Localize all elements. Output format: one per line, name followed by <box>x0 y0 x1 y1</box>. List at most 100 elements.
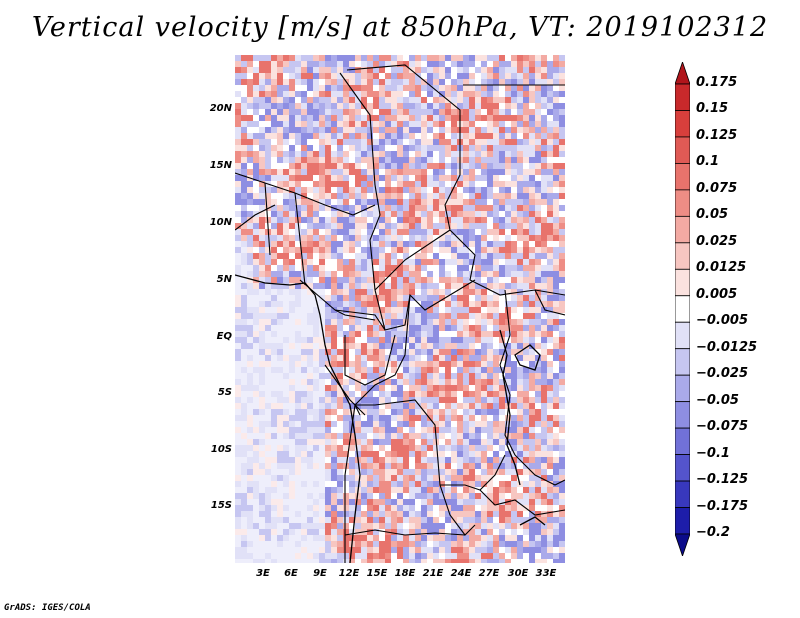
field-cell <box>439 61 445 67</box>
field-cell <box>253 499 259 505</box>
field-cell <box>475 115 481 121</box>
field-cell <box>523 163 529 169</box>
field-cell <box>379 421 385 427</box>
field-cell <box>493 343 499 349</box>
field-cell <box>265 379 271 385</box>
field-cell <box>367 97 373 103</box>
field-cell <box>409 343 415 349</box>
field-cell <box>313 337 319 343</box>
field-cell <box>283 139 289 145</box>
field-cell <box>355 481 361 487</box>
field-cell <box>361 319 367 325</box>
field-cell <box>343 493 349 499</box>
field-cell <box>481 397 487 403</box>
field-cell <box>391 427 397 433</box>
field-cell <box>403 271 409 277</box>
field-cell <box>415 481 421 487</box>
field-cell <box>517 277 523 283</box>
field-cell <box>241 283 247 289</box>
field-cell <box>415 277 421 283</box>
field-cell <box>277 133 283 139</box>
field-cell <box>379 463 385 469</box>
field-cell <box>427 397 433 403</box>
field-cell <box>367 469 373 475</box>
field-cell <box>469 145 475 151</box>
field-cell <box>475 331 481 337</box>
field-cell <box>385 253 391 259</box>
field-cell <box>379 241 385 247</box>
field-cell <box>319 271 325 277</box>
field-cell <box>259 223 265 229</box>
field-cell <box>355 289 361 295</box>
field-cell <box>331 181 337 187</box>
field-cell <box>553 217 559 223</box>
field-cell <box>235 439 241 445</box>
field-cell <box>523 61 529 67</box>
field-cell <box>367 343 373 349</box>
field-cell <box>265 367 271 373</box>
field-cell <box>541 235 547 241</box>
field-cell <box>385 271 391 277</box>
field-cell <box>475 325 481 331</box>
field-cell <box>277 127 283 133</box>
field-cell <box>457 241 463 247</box>
field-cell <box>463 103 469 109</box>
field-cell <box>541 295 547 301</box>
field-cell <box>361 403 367 409</box>
field-cell <box>529 433 535 439</box>
field-cell <box>499 379 505 385</box>
field-cell <box>481 355 487 361</box>
field-cell <box>355 253 361 259</box>
field-cell <box>343 235 349 241</box>
field-cell <box>529 379 535 385</box>
field-cell <box>379 79 385 85</box>
field-cell <box>529 325 535 331</box>
field-cell <box>559 541 565 547</box>
field-cell <box>301 259 307 265</box>
field-cell <box>337 139 343 145</box>
field-cell <box>235 229 241 235</box>
field-cell <box>535 535 541 541</box>
field-cell <box>541 331 547 337</box>
field-cell <box>253 343 259 349</box>
colorbar-segment <box>675 401 690 429</box>
field-cell <box>547 55 553 61</box>
field-cell <box>277 463 283 469</box>
field-cell <box>535 433 541 439</box>
field-cell <box>535 343 541 349</box>
field-cell <box>259 367 265 373</box>
field-cell <box>247 289 253 295</box>
field-cell <box>481 367 487 373</box>
field-cell <box>283 85 289 91</box>
field-cell <box>415 55 421 61</box>
field-cell <box>451 121 457 127</box>
field-cell <box>529 547 535 553</box>
field-cell <box>253 205 259 211</box>
field-cell <box>433 241 439 247</box>
map-panel[interactable] <box>235 55 565 563</box>
field-cell <box>313 139 319 145</box>
field-cell <box>253 265 259 271</box>
field-cell <box>319 337 325 343</box>
field-cell <box>301 301 307 307</box>
field-cell <box>319 553 325 559</box>
field-cell <box>433 355 439 361</box>
field-cell <box>241 457 247 463</box>
field-cell <box>415 385 421 391</box>
field-cell <box>421 79 427 85</box>
field-cell <box>553 385 559 391</box>
field-cell <box>367 481 373 487</box>
field-cell <box>499 511 505 517</box>
field-cell <box>319 223 325 229</box>
field-cell <box>439 451 445 457</box>
field-cell <box>547 421 553 427</box>
field-cell <box>307 415 313 421</box>
field-cell <box>241 403 247 409</box>
field-cell <box>547 199 553 205</box>
field-cell <box>295 481 301 487</box>
field-cell <box>469 115 475 121</box>
field-cell <box>343 475 349 481</box>
field-cell <box>517 283 523 289</box>
field-cell <box>403 85 409 91</box>
field-cell <box>409 85 415 91</box>
